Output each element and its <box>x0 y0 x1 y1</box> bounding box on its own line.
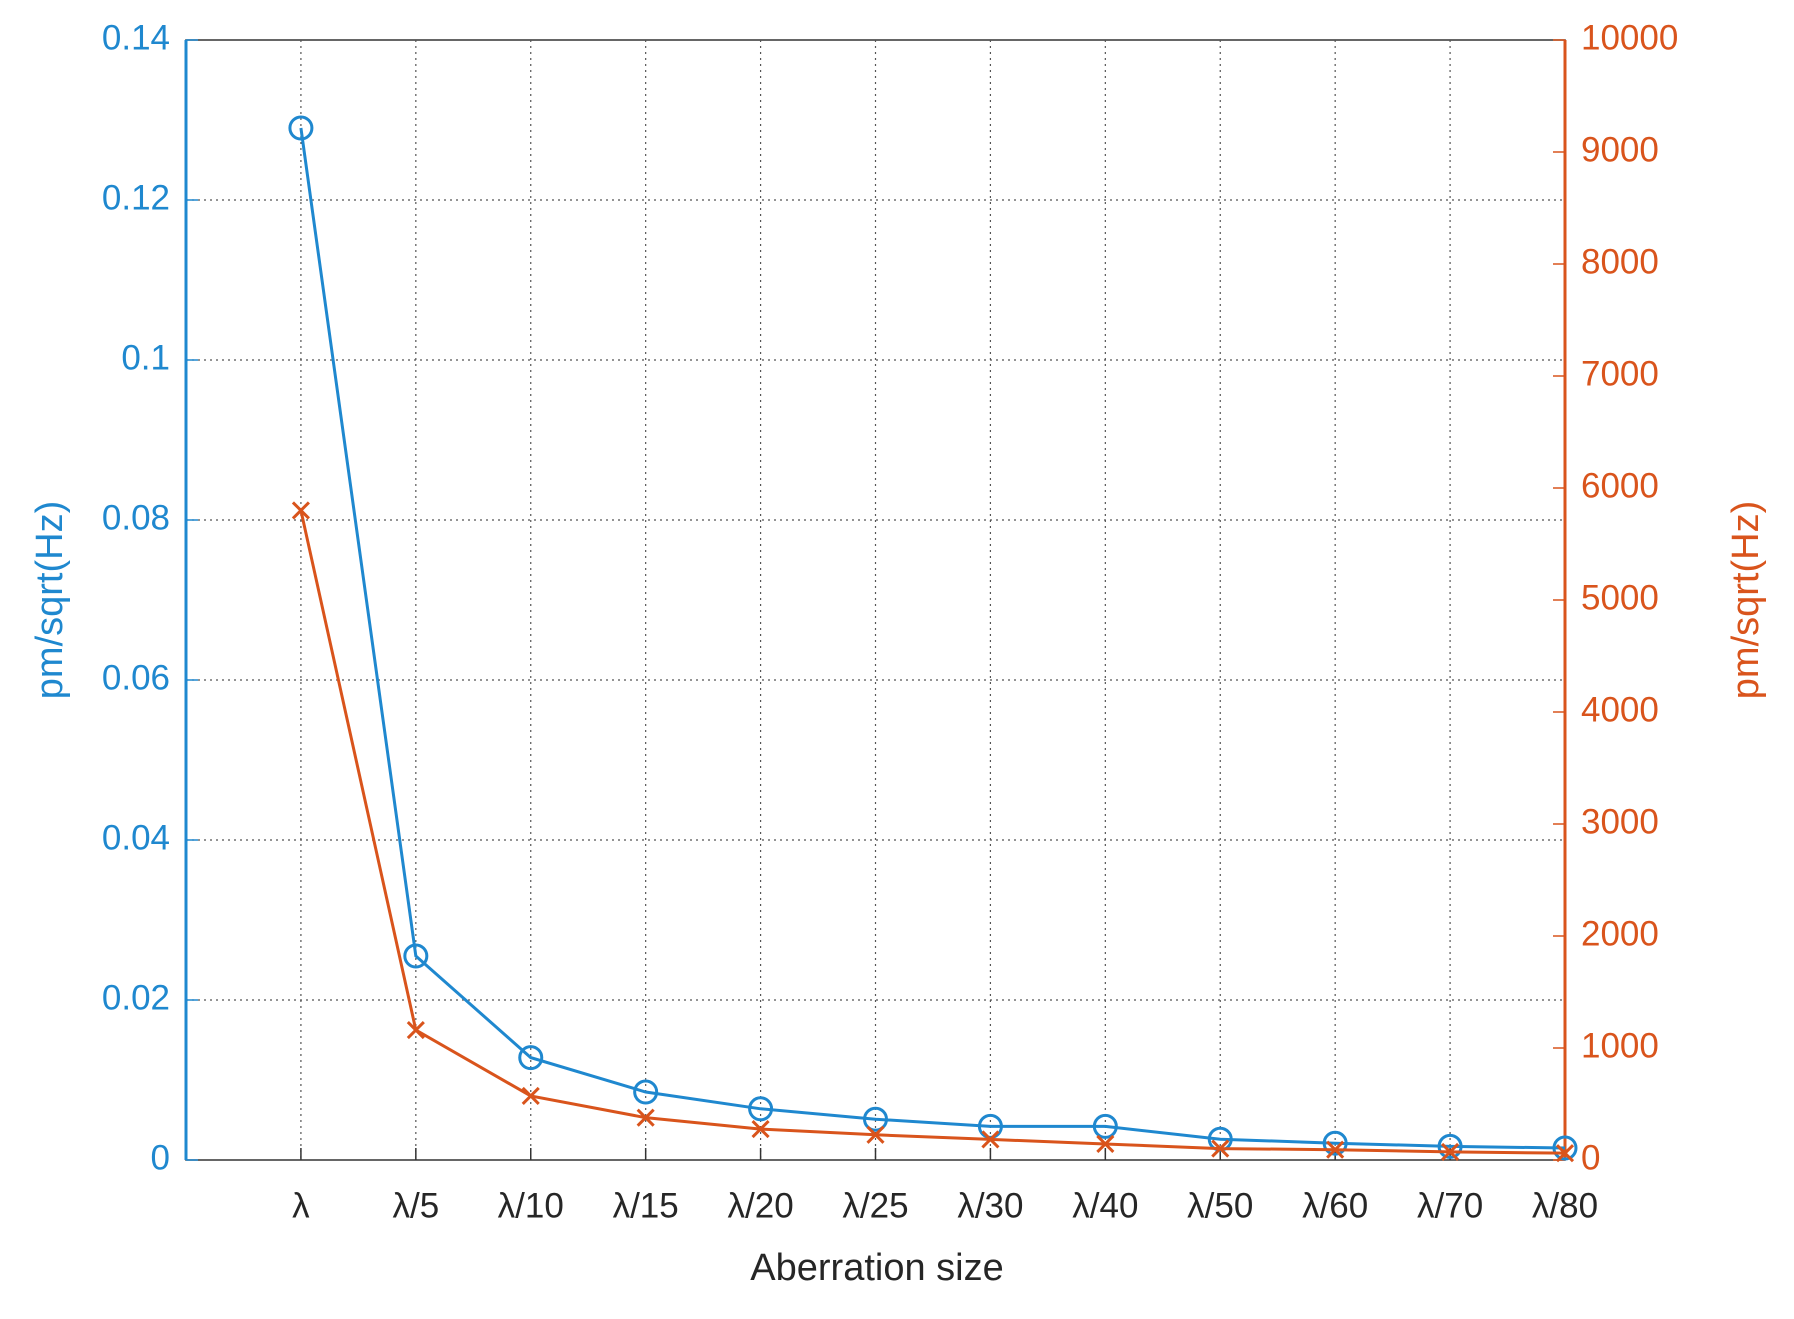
y2-axis-label: pm/sqrt(Hz) <box>1725 501 1767 699</box>
x-tick-label: λ/25 <box>842 1186 908 1225</box>
point-marker <box>981 1130 1000 1149</box>
x-tick-label: λ/40 <box>1072 1186 1138 1225</box>
point-marker <box>636 1108 655 1127</box>
y-tick-label: 0.14 <box>102 18 170 57</box>
x-tick-label: λ/10 <box>498 1186 564 1225</box>
y2-tick-label: 1000 <box>1581 1026 1659 1065</box>
y-tick-label: 0.02 <box>102 978 170 1017</box>
x-tick-label: λ/70 <box>1417 1186 1483 1225</box>
point-marker <box>1326 1140 1345 1159</box>
y2-tick-label: 9000 <box>1581 130 1659 169</box>
point-marker <box>866 1125 885 1144</box>
y-tick-label: 0.1 <box>121 338 170 377</box>
y2-tick-label: 4000 <box>1581 690 1659 729</box>
point-marker <box>403 943 429 969</box>
y2-tick-label: 2000 <box>1581 914 1659 953</box>
y2-tick-label: 10000 <box>1581 18 1678 57</box>
x-axis-label: Aberration size <box>750 1247 1003 1289</box>
x-tick-label: λ/50 <box>1187 1186 1253 1225</box>
point-marker <box>1322 1130 1348 1156</box>
point-marker <box>291 501 310 520</box>
y2-tick-label: 3000 <box>1581 802 1659 841</box>
y2-tick-label: 8000 <box>1581 242 1659 281</box>
point-marker <box>521 1086 540 1106</box>
point-marker <box>1437 1133 1463 1159</box>
x-tick-label: λ/20 <box>728 1186 794 1225</box>
y2-tick-label: 7000 <box>1581 354 1659 393</box>
x-tick-label: λ <box>292 1186 310 1225</box>
x-tick-label: λ/60 <box>1302 1186 1368 1225</box>
y-tick-label: 0.08 <box>102 498 170 537</box>
x-tick-label: λ/80 <box>1532 1186 1598 1225</box>
y-axis-label: pm/sqrt(Hz) <box>29 501 71 699</box>
point-marker <box>1096 1134 1115 1154</box>
point-marker <box>633 1079 659 1105</box>
point-marker <box>1555 1144 1575 1163</box>
series-line <box>299 127 1566 1150</box>
point-marker <box>1441 1142 1460 1162</box>
series-line <box>299 510 1566 1155</box>
y-tick-label: 0.06 <box>102 658 170 697</box>
y2-tick-label: 6000 <box>1581 466 1659 505</box>
x-tick-label: λ/15 <box>613 1186 679 1225</box>
y-tick-label: 0.12 <box>102 178 170 217</box>
point-marker <box>751 1120 770 1139</box>
point-marker <box>406 1021 425 1040</box>
point-marker <box>1552 1135 1578 1161</box>
y-tick-label: 0.04 <box>102 818 170 857</box>
point-marker <box>288 115 314 141</box>
y-tick-label: 0 <box>151 1138 170 1177</box>
point-marker <box>518 1045 544 1071</box>
point-marker <box>1092 1113 1118 1139</box>
y2-tick-label: 0 <box>1581 1138 1600 1177</box>
point-marker <box>1211 1139 1230 1158</box>
y2-tick-label: 5000 <box>1581 578 1659 617</box>
point-marker <box>748 1096 774 1122</box>
x-tick-label: λ/5 <box>392 1186 439 1225</box>
point-marker <box>863 1106 888 1132</box>
x-tick-label: λ/30 <box>957 1186 1023 1225</box>
